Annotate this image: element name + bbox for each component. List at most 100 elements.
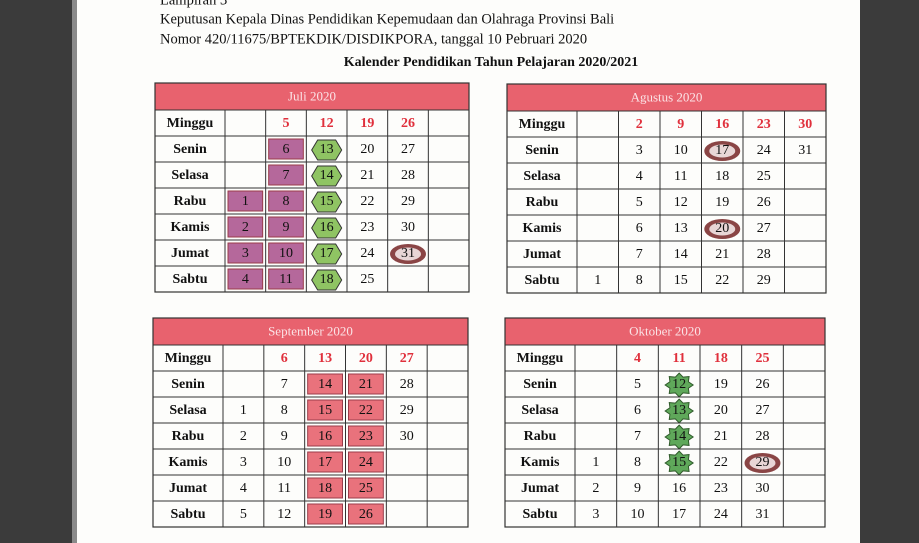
date: 24 <box>714 507 728 522</box>
highlight-hex <box>311 139 343 161</box>
sunday-date: 30 <box>798 117 812 132</box>
day-name: Sabtu <box>522 507 557 522</box>
highlight-box <box>307 451 343 473</box>
sunday-date: 4 <box>634 351 641 366</box>
date: 2 <box>242 220 249 235</box>
date: 5 <box>634 377 641 392</box>
day-name: Rabu <box>174 194 207 209</box>
date: 27 <box>401 142 415 157</box>
month-name: Agustus 2020 <box>631 89 703 104</box>
day-name: Jumat <box>171 246 209 261</box>
date: 15 <box>672 455 686 470</box>
paper-edge <box>72 0 77 543</box>
date: 31 <box>756 507 770 522</box>
date: 10 <box>277 455 291 470</box>
highlight-box <box>268 216 304 238</box>
date: 8 <box>634 455 641 470</box>
date: 14 <box>318 377 332 392</box>
date: 20 <box>715 221 729 236</box>
date: 10 <box>674 143 688 158</box>
highlight-oval-inner <box>395 247 421 261</box>
date: 7 <box>636 247 643 262</box>
sunday-date: 5 <box>283 116 290 131</box>
date: 18 <box>320 272 334 287</box>
date: 7 <box>281 377 288 392</box>
document-title: Kalender Pendidikan Tahun Pelajaran 2020… <box>344 55 639 70</box>
date: 31 <box>401 246 415 261</box>
date: 13 <box>674 221 688 236</box>
highlight-box <box>348 399 384 421</box>
highlight-box <box>348 373 384 395</box>
date: 18 <box>318 481 332 496</box>
highlight-box <box>307 399 343 421</box>
date: 22 <box>715 273 729 288</box>
table-frame <box>154 82 470 293</box>
date: 24 <box>360 246 374 261</box>
date: 22 <box>360 194 374 209</box>
date: 10 <box>279 246 293 261</box>
month-name: Oktober 2020 <box>629 323 701 338</box>
month-band <box>505 318 825 345</box>
date: 25 <box>757 169 771 184</box>
sunday-date: 13 <box>318 351 332 366</box>
date: 5 <box>240 507 247 522</box>
date: 22 <box>714 455 728 470</box>
date: 3 <box>592 507 599 522</box>
date: 8 <box>636 273 643 288</box>
date: 11 <box>278 481 291 496</box>
sunday-date: 25 <box>756 351 770 366</box>
date: 28 <box>401 168 415 183</box>
highlight-oval-inner <box>749 456 776 470</box>
date: 14 <box>674 247 688 262</box>
month-band <box>153 318 468 345</box>
date: 15 <box>318 403 332 418</box>
date: 4 <box>240 481 247 496</box>
day-name: Sabtu <box>170 507 205 522</box>
day-name: Rabu <box>172 429 205 444</box>
date: 23 <box>714 481 728 496</box>
day-name: Selasa <box>523 169 560 184</box>
date: 23 <box>360 220 374 235</box>
day-name: Kamis <box>523 221 562 236</box>
date: 4 <box>636 169 643 184</box>
day-name: Senin <box>173 142 207 157</box>
day-name: Senin <box>171 377 205 392</box>
date: 21 <box>715 247 729 262</box>
sunday-date: 23 <box>757 117 771 132</box>
date: 2 <box>592 481 599 496</box>
sunday-date: 11 <box>673 351 686 366</box>
highlight-star <box>664 450 695 476</box>
highlight-box <box>268 164 304 186</box>
date: 26 <box>756 377 770 392</box>
sunday-date: 9 <box>677 117 684 132</box>
month-band <box>155 83 469 110</box>
date: 17 <box>715 143 729 158</box>
date: 12 <box>277 507 291 522</box>
day-name: Minggu <box>519 117 566 132</box>
date: 11 <box>674 169 687 184</box>
day-name: Selasa <box>521 403 558 418</box>
highlight-star <box>664 372 695 398</box>
day-name: Jumat <box>169 481 207 496</box>
highlight-star <box>664 398 695 424</box>
date: 17 <box>320 246 334 261</box>
date: 8 <box>283 194 290 209</box>
date: 26 <box>757 195 771 210</box>
date: 9 <box>634 481 641 496</box>
date: 28 <box>756 429 770 444</box>
day-name: Selasa <box>169 403 206 418</box>
date: 29 <box>757 273 771 288</box>
highlight-box <box>307 503 343 525</box>
month-name: Juli 2020 <box>288 88 336 103</box>
date: 29 <box>400 403 414 418</box>
date: 6 <box>283 142 290 157</box>
date: 19 <box>715 195 729 210</box>
date: 21 <box>714 429 728 444</box>
highlight-hex <box>311 165 343 187</box>
date: 3 <box>636 143 643 158</box>
date: 18 <box>715 169 729 184</box>
month-band <box>507 84 826 111</box>
day-name: Kamis <box>521 455 560 470</box>
date: 26 <box>359 507 373 522</box>
